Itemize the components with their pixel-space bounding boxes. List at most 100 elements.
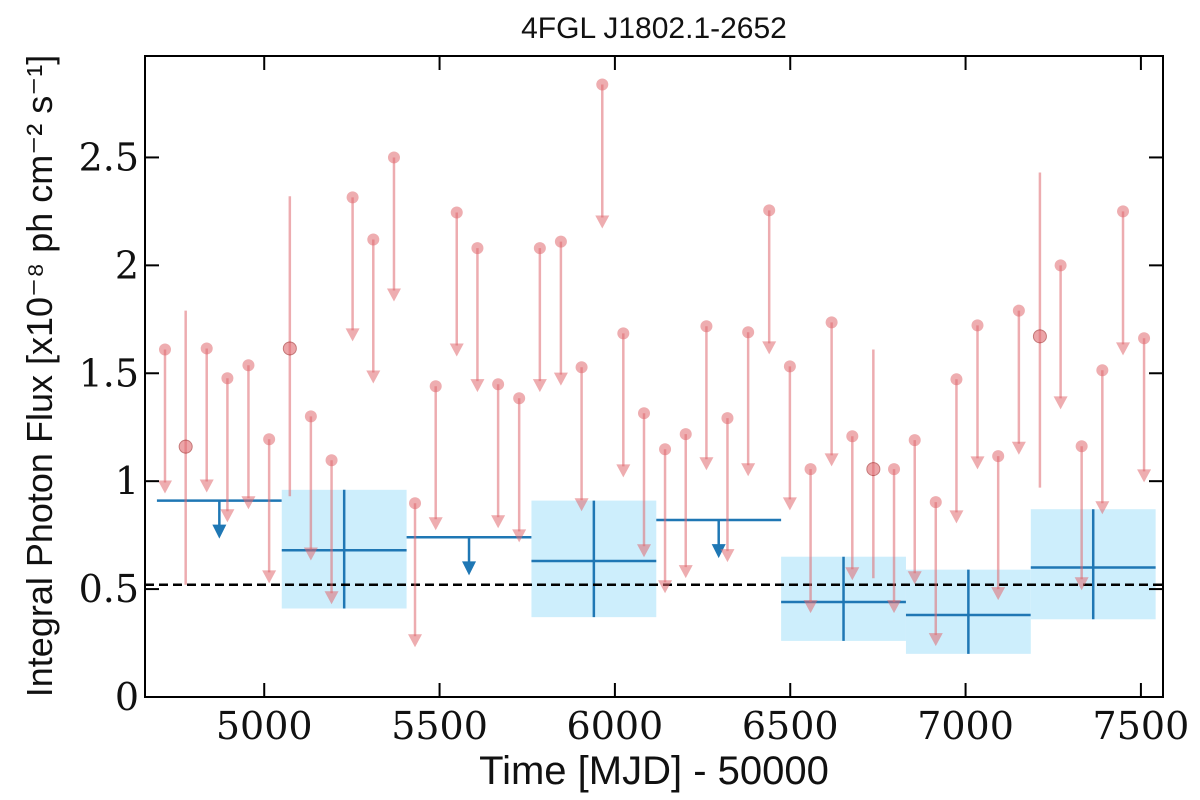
upper-limit-arrow-head	[470, 379, 485, 393]
x-tick-label: 7500	[1093, 704, 1190, 748]
upper-limit-arrow-head	[699, 457, 714, 471]
upper-limit-arrow-head	[637, 544, 652, 558]
flux-point	[1117, 205, 1130, 218]
flux-point	[1054, 259, 1067, 272]
upper-limit-arrow-head	[220, 509, 235, 523]
flux-point	[158, 343, 171, 356]
flux-point	[200, 342, 213, 355]
upper-limit-arrow-head	[532, 379, 547, 393]
upper-limit-arrow-head	[212, 524, 227, 539]
flux-point	[282, 341, 297, 356]
upper-limit-arrow-head	[199, 479, 214, 493]
upper-limit-arrow-head	[845, 567, 860, 581]
flux-point	[325, 454, 338, 467]
chart-title: 4FGL J1802.1-2652	[521, 12, 787, 45]
upper-limit-arrow-head	[1116, 342, 1131, 356]
flux-point	[554, 235, 567, 248]
flux-point	[992, 450, 1005, 463]
flux-point	[304, 410, 317, 423]
upper-limit-arrow-head	[157, 480, 172, 494]
upper-limit-arrow-head	[408, 634, 423, 648]
upper-limit-arrow-head	[678, 565, 693, 579]
flux-point	[221, 372, 234, 385]
y-tick-label: 1	[115, 459, 139, 503]
flux-point	[825, 316, 838, 329]
upper-limit-arrow-head	[824, 453, 839, 467]
upper-limit-arrow-head	[1095, 501, 1110, 515]
flux-point	[367, 233, 380, 246]
flux-point	[638, 407, 651, 420]
y-tick-label: 2.5	[79, 135, 139, 179]
upper-limit-arrow-head	[928, 633, 943, 647]
flux-point	[1138, 332, 1151, 345]
flux-point	[346, 191, 359, 204]
y-tick-label: 1.5	[79, 351, 139, 395]
upper-limit-arrow-head	[1053, 396, 1068, 410]
flux-point	[450, 206, 463, 219]
flux-point	[429, 380, 442, 393]
upper-limit-arrow-head	[658, 580, 673, 594]
flux-point	[971, 319, 984, 332]
flux-point	[1012, 304, 1025, 317]
flux-point	[659, 443, 672, 456]
upper-limit-arrow-head	[720, 549, 735, 563]
flux-point	[471, 242, 484, 255]
x-tick-label: 5000	[216, 704, 313, 748]
flux-point	[1096, 364, 1109, 377]
flux-point	[1075, 440, 1088, 453]
flux-point	[866, 462, 881, 477]
x-tick-label: 6500	[742, 704, 839, 748]
upper-limit-arrow-head	[324, 591, 339, 605]
flux-point	[742, 326, 755, 339]
upper-limit-arrow-head	[1137, 469, 1152, 483]
upper-limit-arrow-head	[574, 498, 589, 512]
flux-point	[596, 78, 609, 91]
flux-point	[617, 327, 630, 340]
flux-point	[492, 378, 505, 391]
x-axis-label: Time [MJD] - 50000	[479, 749, 829, 793]
flux-point	[575, 361, 588, 374]
upper-limit-arrow-head	[345, 328, 360, 342]
upper-limit-arrow-head	[711, 544, 726, 559]
flux-point	[242, 359, 255, 372]
flux-point	[888, 463, 901, 476]
flux-point	[700, 320, 713, 333]
x-tick-label: 7000	[917, 704, 1014, 748]
upper-limit-arrow-head	[241, 496, 256, 510]
plot-frame	[144, 55, 1164, 698]
upper-limit-arrow-head	[616, 464, 631, 478]
flux-point	[721, 412, 734, 425]
upper-limit-arrow-head	[449, 343, 464, 357]
upper-limit-arrow-head	[782, 497, 797, 511]
upper-limit-arrow-head	[1074, 577, 1089, 591]
flux-point	[950, 373, 963, 386]
flux-point	[679, 428, 692, 441]
x-tick-label: 5500	[391, 704, 488, 748]
upper-limit-arrow-head	[512, 529, 527, 543]
upper-limit-arrow-head	[970, 456, 985, 470]
upper-limit-arrow-head	[303, 547, 318, 561]
upper-limit-arrow-head	[262, 570, 277, 584]
y-tick-label: 0.5	[79, 567, 139, 611]
flux-point	[1032, 329, 1047, 344]
flux-point	[804, 463, 817, 476]
upper-limit-arrow-head	[762, 341, 777, 355]
y-axis-label: Integral Photon Flux [x10⁻⁸ ph cm⁻² s⁻¹]	[19, 55, 60, 697]
upper-limit-arrow-head	[741, 463, 756, 477]
x-tick-label: 6000	[567, 704, 664, 748]
upper-limit-arrow-head	[803, 600, 818, 614]
flux-point	[533, 242, 546, 255]
upper-limit-arrow-head	[553, 372, 568, 386]
flux-point	[908, 434, 921, 447]
upper-limit-arrow-head	[595, 215, 610, 229]
flux-point	[783, 360, 796, 373]
flux-point	[387, 151, 400, 164]
upper-limit-arrow-head	[949, 510, 964, 524]
flux-point	[929, 496, 942, 509]
upper-limit-arrow-head	[386, 288, 401, 302]
flux-point	[178, 439, 193, 454]
flux-point	[409, 497, 422, 510]
flux-point	[263, 433, 276, 446]
y-tick-label: 2	[115, 243, 139, 287]
